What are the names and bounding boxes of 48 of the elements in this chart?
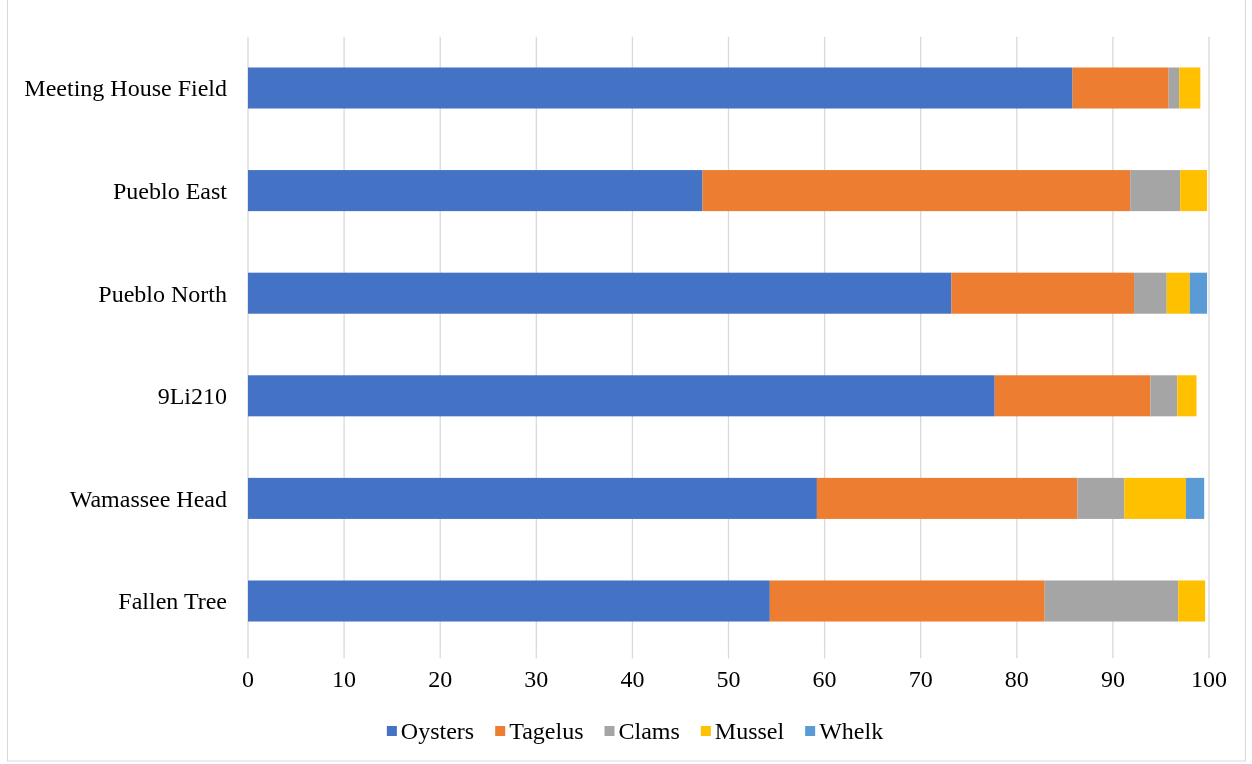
legend-label: Tagelus xyxy=(509,718,584,745)
bar xyxy=(248,67,1073,109)
y-tick-label: Wamassee Head xyxy=(69,485,227,512)
bar xyxy=(248,272,952,314)
bar xyxy=(1168,67,1180,109)
x-tick-label: 10 xyxy=(332,666,357,693)
y-tick-label: 9Li210 xyxy=(157,383,227,410)
x-tick-label: 80 xyxy=(1004,666,1029,693)
x-tick-label: 70 xyxy=(908,666,933,693)
y-tick-label: Pueblo East xyxy=(113,178,228,204)
x-tick-label: 90 xyxy=(1100,666,1125,693)
bar xyxy=(994,375,1151,417)
bar xyxy=(951,272,1135,314)
legend-label: Clams xyxy=(618,718,680,745)
x-tick-label: 100 xyxy=(1191,666,1227,693)
x-tick-label: 30 xyxy=(524,666,549,693)
y-tick-label: Fallen Tree xyxy=(118,588,227,615)
bar xyxy=(816,477,1078,519)
bar xyxy=(1150,375,1178,417)
bar xyxy=(1134,272,1167,314)
bar xyxy=(248,170,703,212)
bar xyxy=(248,580,770,622)
bar xyxy=(1044,580,1179,622)
x-tick-label: 0 xyxy=(242,666,254,693)
bar xyxy=(1178,580,1206,622)
bar xyxy=(1177,375,1197,417)
bar xyxy=(702,170,1131,212)
legend-label: Mussel xyxy=(714,718,785,745)
x-tick-label: 20 xyxy=(428,666,453,693)
bar xyxy=(769,580,1045,622)
bar xyxy=(1124,477,1186,519)
bar xyxy=(248,477,817,519)
bar xyxy=(1166,272,1190,314)
y-tick-label: Pueblo North xyxy=(98,280,227,307)
bar xyxy=(1130,170,1181,212)
bar xyxy=(1077,477,1125,519)
x-tick-label: 60 xyxy=(812,666,837,693)
x-tick-label: 50 xyxy=(716,666,741,693)
legend-label: Oysters xyxy=(400,718,475,745)
bar xyxy=(1072,67,1169,109)
legend-label: Whelk xyxy=(819,718,884,745)
bar xyxy=(1189,272,1208,314)
bar xyxy=(1180,170,1208,212)
bar xyxy=(1179,67,1201,109)
bar xyxy=(248,375,995,417)
bar xyxy=(1185,477,1205,519)
x-tick-label: 40 xyxy=(620,666,645,693)
y-tick-label: Meeting House Field xyxy=(24,75,227,102)
